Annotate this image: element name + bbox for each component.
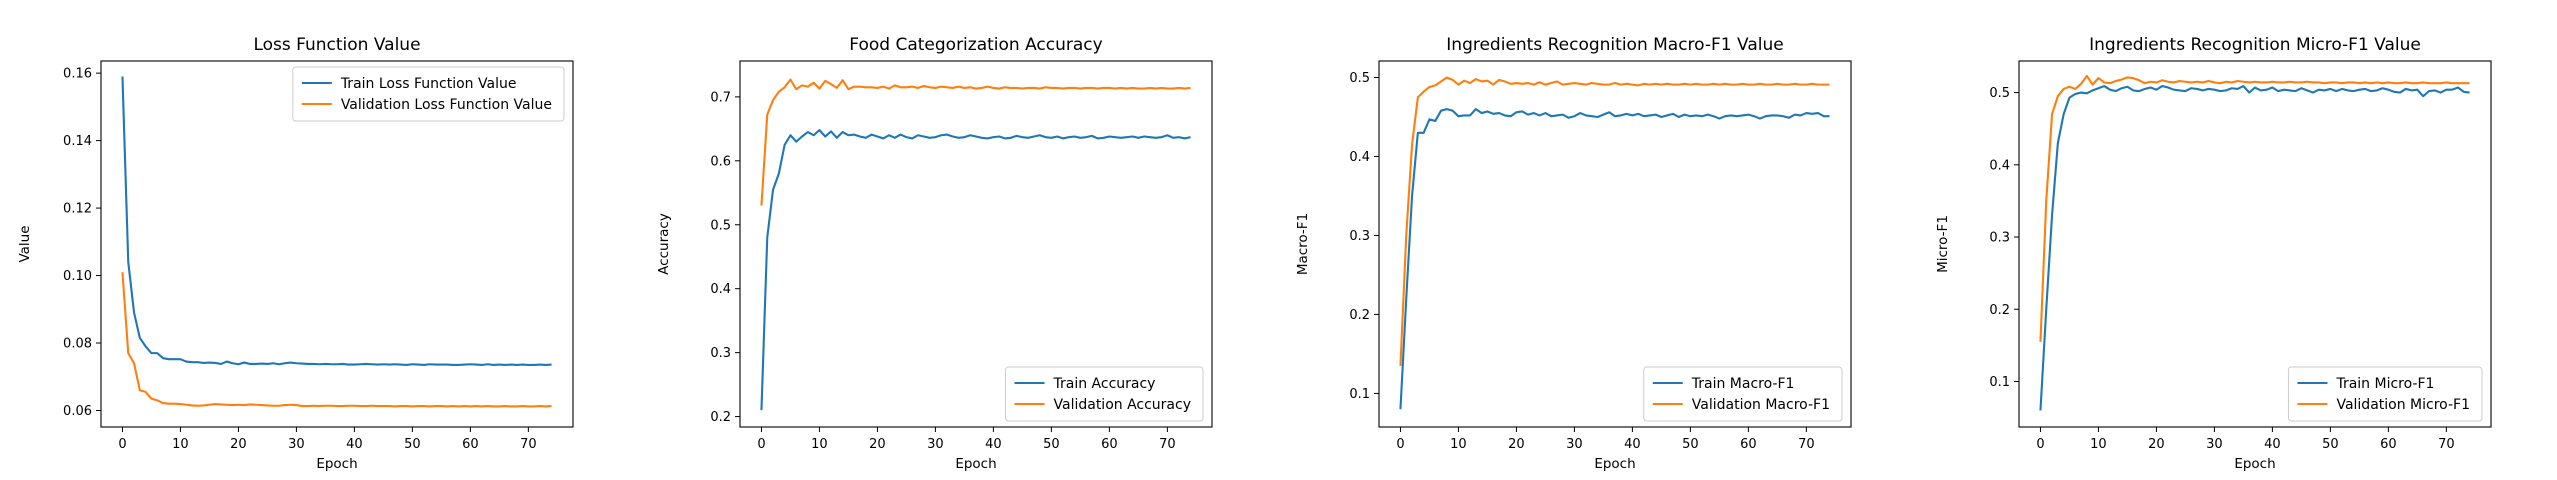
chart-4: 0 10 20 30 40 50 60 70 0.1 0.2 0.3 0.4 0.5 Ingredient… — [1935, 35, 2492, 472]
chart-3-y-tick-label: 0.5 — [1349, 71, 1370, 86]
chart-2-axes-frame — [739, 60, 1213, 428]
chart-4-series-2-line — [2039, 74, 2470, 342]
chart-2-x-tick-label: 0 — [757, 437, 765, 452]
chart-1-legend-label-2: Validation Loss Function Value — [341, 97, 552, 113]
chart-2-legend-frame — [1005, 366, 1204, 422]
chart-1-legend-frame — [292, 66, 565, 122]
chart-4-series-1-line — [2039, 85, 2470, 411]
chart-3-x-tick-label: 0 — [1396, 437, 1404, 452]
chart-2-x-tick-label: 60 — [1101, 437, 1118, 452]
chart-1-y-tick-label: 0.14 — [63, 134, 92, 149]
chart-4-x-tick-label: 60 — [2380, 437, 2397, 452]
chart-3-y-tick-label: 0.3 — [1349, 229, 1370, 244]
chart-2-x-tick-label: 40 — [985, 437, 1002, 452]
chart-3-y-tick-label: 0.4 — [1349, 150, 1370, 165]
chart-1-title: Loss Function Value — [253, 35, 420, 55]
chart-4-x-tick-label: 30 — [2206, 437, 2223, 452]
chart-4-legend-frame — [2287, 366, 2483, 422]
chart-2-y-tick-label: 0.5 — [710, 218, 731, 233]
chart-3-legend-label-2: Validation Macro-F1 — [1692, 397, 1830, 413]
chart-3-legend-frame — [1643, 366, 1843, 422]
chart-4-x-tick-label: 70 — [2438, 437, 2455, 452]
chart-3-x-tick-label: 10 — [1450, 437, 1467, 452]
chart-2-title: Food Categorization Accuracy — [849, 35, 1102, 55]
chart-4-x-tick-label: 40 — [2264, 437, 2281, 452]
chart-1-x-tick-label: 50 — [404, 437, 421, 452]
chart-1-legend: Train Loss Function Value Validation Loss… — [292, 66, 565, 122]
chart-4-y-tick-label: 0.3 — [1989, 231, 2010, 246]
chart-4-x-tick-label: 10 — [2090, 437, 2107, 452]
chart-2: 0 10 20 30 40 50 60 70 0.2 0.3 0.4 0.5 0.6 0.7 Food Ca… — [656, 35, 1213, 472]
chart-1-x-tick-label: 60 — [462, 437, 479, 452]
chart-1: 0 10 20 30 40 50 60 70 0.06 0.08 0.10 0.12 0.14 0.16 L… — [17, 35, 574, 472]
chart-4-x-tick-label: 0 — [2036, 437, 2044, 452]
chart-3-x-tick-label: 60 — [1740, 437, 1757, 452]
chart-3-title: Ingredients Recognition Macro-F1 Value — [1446, 35, 1783, 55]
chart-1-y-axis-label: Value — [17, 225, 33, 262]
chart-2-y-axis-label: Accuracy — [656, 213, 672, 275]
chart-4-x-tick-label: 20 — [2148, 437, 2165, 452]
chart-2-series-1-line — [760, 129, 1191, 411]
chart-1-series-2-line — [121, 272, 552, 408]
chart-3-legend-label-1: Train Macro-F1 — [1691, 376, 1795, 392]
chart-1-y-tick-label: 0.16 — [63, 67, 92, 82]
chart-1-x-tick-label: 40 — [346, 437, 363, 452]
chart-1-series-1-line — [121, 76, 552, 366]
chart-2-y-tick-label: 0.2 — [710, 410, 731, 425]
chart-4-y-tick-label: 0.1 — [1989, 375, 2010, 390]
chart-3-series-2-line — [1399, 76, 1830, 366]
chart-1-y-tick-label: 0.08 — [63, 337, 92, 352]
chart-3-y-axis-label: Macro-F1 — [1295, 213, 1311, 275]
chart-3-x-axis-label: Epoch — [1594, 456, 1635, 472]
chart-3-series-1-line — [1399, 108, 1830, 410]
chart-1-x-tick-label: 70 — [520, 437, 537, 452]
chart-3-y-tick-label: 0.2 — [1349, 308, 1370, 323]
chart-2-x-tick-label: 20 — [869, 437, 886, 452]
chart-2-x-tick-label: 50 — [1043, 437, 1060, 452]
chart-3-x-tick-label: 50 — [1682, 437, 1699, 452]
chart-2-legend-label-1: Train Accuracy — [1053, 376, 1156, 392]
chart-1-y-tick-label: 0.12 — [63, 202, 92, 217]
chart-3-x-tick-label: 40 — [1624, 437, 1641, 452]
chart-4-y-axis-label: Micro-F1 — [1935, 215, 1951, 273]
chart-4-axes-frame — [2018, 60, 2492, 428]
chart-2-x-tick-label: 10 — [811, 437, 828, 452]
chart-3: 0 10 20 30 40 50 60 70 0.1 0.2 0.3 0.4 0.5 Ingredient… — [1295, 35, 1852, 472]
chart-1-x-tick-label: 0 — [118, 437, 126, 452]
chart-2-y-tick-label: 0.7 — [710, 90, 731, 105]
chart-3-x-tick-label: 20 — [1508, 437, 1525, 452]
chart-2-y-tick-label: 0.4 — [710, 282, 731, 297]
chart-3-x-tick-label: 30 — [1566, 437, 1583, 452]
chart-3-x-tick-label: 70 — [1798, 437, 1815, 452]
chart-3-axes-frame — [1378, 60, 1852, 428]
chart-2-legend: Train Accuracy Validation Accuracy — [1005, 366, 1204, 422]
chart-1-y-tick-label: 0.06 — [63, 404, 92, 419]
chart-1-legend-label-1: Train Loss Function Value — [340, 76, 517, 92]
chart-3-legend: Train Macro-F1 Validation Macro-F1 — [1643, 366, 1843, 422]
chart-4-y-tick-label: 0.5 — [1989, 86, 2010, 101]
chart-2-legend-label-2: Validation Accuracy — [1054, 397, 1192, 413]
chart-4-legend-label-1: Train Micro-F1 — [2335, 376, 2434, 392]
chart-1-axes-frame — [100, 60, 574, 428]
chart-2-y-tick-label: 0.3 — [710, 346, 731, 361]
chart-4-legend-label-2: Validation Micro-F1 — [2336, 397, 2470, 413]
chart-4-y-tick-label: 0.2 — [1989, 303, 2010, 318]
chart-2-y-tick-label: 0.6 — [710, 154, 731, 169]
chart-4-y-tick-label: 0.4 — [1989, 158, 2010, 173]
chart-2-series-2-line — [760, 78, 1191, 206]
chart-4-x-tick-label: 50 — [2322, 437, 2339, 452]
chart-1-x-tick-label: 20 — [230, 437, 247, 452]
chart-4-title: Ingredients Recognition Micro-F1 Value — [2089, 35, 2421, 55]
chart-3-y-tick-label: 0.1 — [1349, 387, 1370, 402]
chart-2-x-tick-label: 70 — [1159, 437, 1176, 452]
chart-1-x-axis-label: Epoch — [316, 456, 357, 472]
chart-1-y-tick-label: 0.10 — [63, 269, 92, 284]
chart-4-x-axis-label: Epoch — [2234, 456, 2275, 472]
chart-1-x-tick-label: 30 — [288, 437, 305, 452]
chart-1-x-tick-label: 10 — [172, 437, 189, 452]
chart-2-x-tick-label: 30 — [927, 437, 944, 452]
chart-4-legend: Train Micro-F1 Validation Micro-F1 — [2287, 366, 2483, 422]
chart-2-x-axis-label: Epoch — [955, 456, 996, 472]
